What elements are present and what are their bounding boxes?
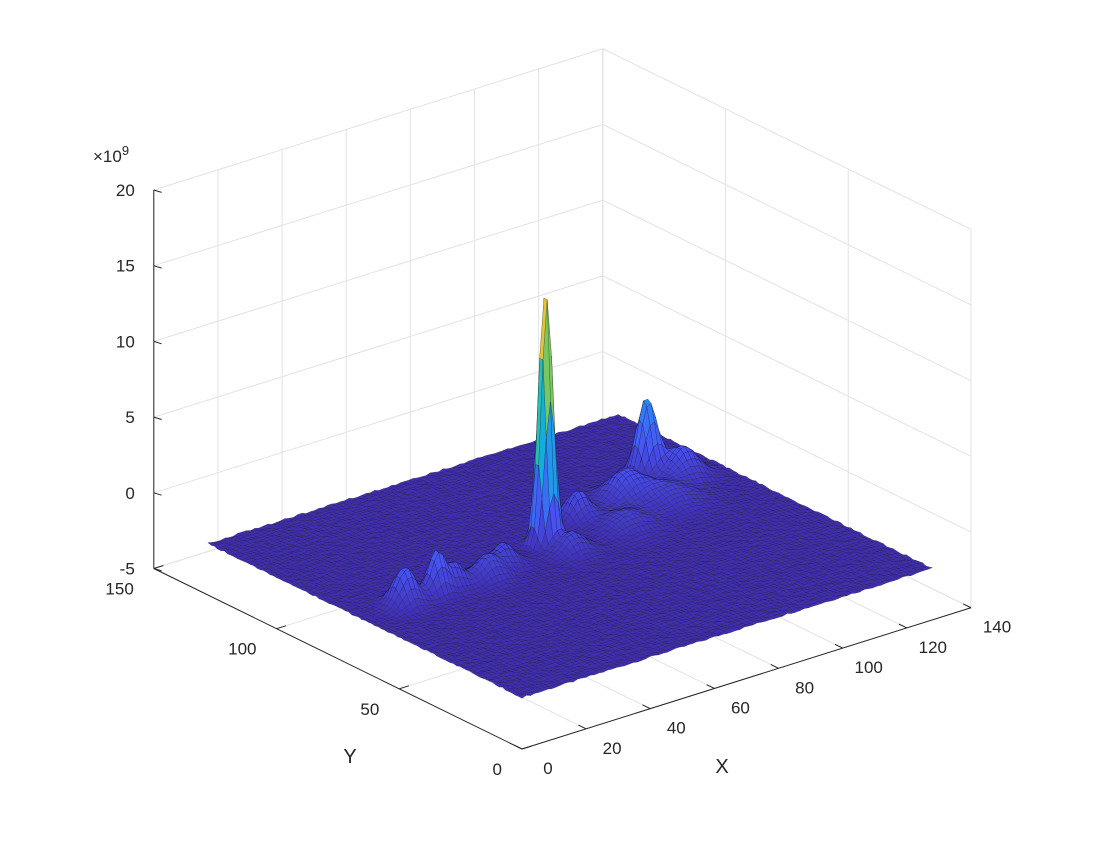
grid-line-back-z: [154, 276, 603, 417]
grid-line-back-z: [154, 49, 603, 190]
grid-line-side-z: [603, 124, 971, 304]
grid-line-back-z: [154, 200, 603, 341]
grid-line-side-z: [603, 200, 971, 380]
grid-line-back-z: [154, 124, 603, 265]
grid-line-side-z: [603, 49, 971, 229]
